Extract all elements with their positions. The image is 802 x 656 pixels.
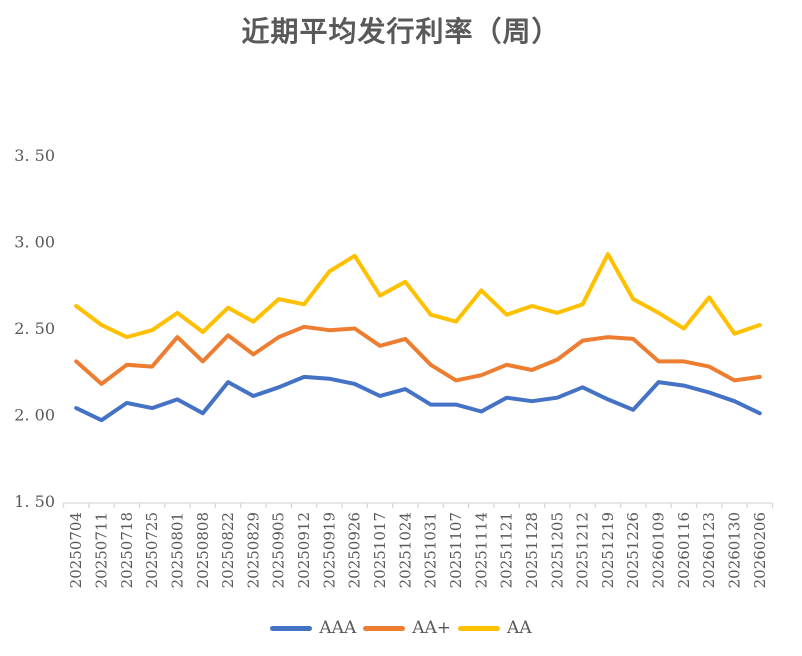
- x-axis-tick-label: 20250905: [270, 512, 288, 588]
- x-axis-tick-label: 20260206: [751, 512, 769, 588]
- chart-legend: AAA AA+ AA: [0, 618, 802, 638]
- x-axis-tick-label: 20250718: [118, 512, 136, 588]
- x-axis-tick-label: 20251031: [422, 512, 440, 588]
- y-axis-tick-label: 3. 50: [14, 146, 55, 165]
- x-axis-tick-label: 20251219: [599, 512, 617, 588]
- x-axis-tick-label: 20251107: [447, 512, 465, 588]
- y-axis-tick-label: 2. 50: [14, 319, 55, 338]
- x-axis-tick-label: 20250829: [244, 512, 262, 588]
- x-axis-tick-label: 20250822: [219, 512, 237, 588]
- x-axis-tick-label: 20251212: [574, 512, 592, 588]
- x-axis-tick-label: 20250912: [295, 512, 313, 588]
- legend-label: AA: [507, 618, 532, 638]
- x-axis-tick-label: 20251205: [548, 512, 566, 588]
- series-line-AAplus: [74, 324, 762, 386]
- legend-label: AA+: [412, 618, 452, 638]
- series-line-AAA: [74, 374, 762, 423]
- x-axis-tick-label: 20251017: [371, 512, 389, 588]
- y-axis-tick-label: 3. 00: [14, 233, 55, 252]
- x-axis-tick-label: 20260109: [650, 512, 668, 588]
- x-axis-tick-label: 20260123: [700, 512, 718, 588]
- x-axis-tick-label: 20251114: [472, 512, 490, 588]
- x-axis-tick-label: 20251128: [523, 512, 541, 588]
- legend-swatch-AAA: [270, 625, 313, 631]
- legend-item-AAplus: AA+: [363, 618, 451, 638]
- y-axis-tick-label: 2. 00: [14, 406, 55, 425]
- x-axis-tick-label: 20250808: [194, 512, 212, 588]
- x-axis-tick-label: 20250926: [346, 512, 364, 588]
- x-axis-tick-label: 20250711: [92, 512, 110, 588]
- x-axis-tick-label: 20250919: [320, 512, 338, 588]
- x-axis-tick-label: 20251226: [624, 512, 642, 588]
- legend-swatch-AA: [458, 625, 501, 631]
- legend-swatch-AAplus: [363, 625, 406, 631]
- series-line-AA: [74, 252, 762, 340]
- y-axis-tick-label: 1. 50: [14, 492, 55, 511]
- x-axis-tick-label: 20251024: [396, 512, 414, 588]
- legend-label: AAA: [319, 618, 357, 638]
- x-axis-tick-label: 20260130: [726, 512, 744, 588]
- x-axis-tick-label: 20250801: [168, 512, 186, 588]
- x-axis-tick-label: 20260116: [675, 512, 693, 588]
- x-axis-tick-label: 20251121: [498, 512, 516, 588]
- legend-item-AAA: AAA: [270, 618, 356, 638]
- legend-item-AA: AA: [458, 618, 532, 638]
- chart-title: 近期平均发行利率（周）: [241, 15, 561, 48]
- x-axis-tick-label: 20250725: [143, 512, 161, 588]
- x-axis-tick-label: 20250704: [67, 512, 85, 588]
